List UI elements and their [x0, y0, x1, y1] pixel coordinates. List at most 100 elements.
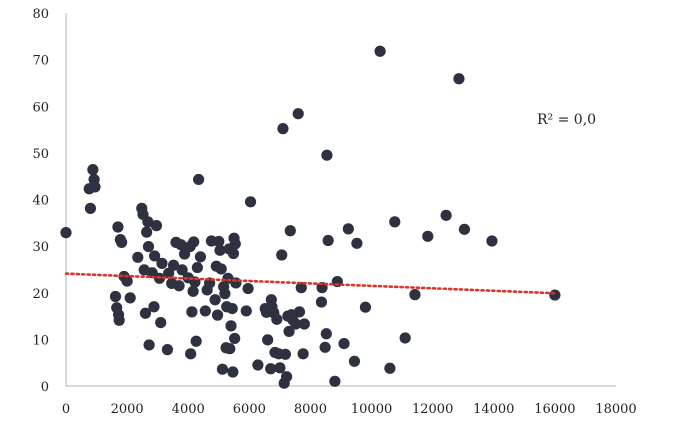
r-squared-annotation: R² = 0,0 — [537, 112, 596, 128]
data-point — [155, 316, 167, 329]
data-point — [359, 301, 372, 313]
data-point — [329, 375, 341, 387]
data-point — [161, 344, 174, 356]
x-tick-label: 12000 — [412, 402, 453, 417]
data-point — [148, 301, 160, 313]
x-tick-label: 0 — [62, 402, 70, 417]
x-tick-label: 10000 — [351, 402, 392, 417]
y-tick-label: 70 — [32, 54, 49, 69]
y-tick-label: 10 — [32, 333, 49, 348]
data-point — [227, 247, 240, 260]
data-point — [549, 289, 561, 301]
data-point — [281, 371, 293, 383]
data-point — [242, 282, 254, 295]
data-point — [227, 366, 239, 378]
x-tick-label: 14000 — [473, 402, 514, 417]
tick-labels-group: 0 2000 4000 6000 8000 10000 12000 14000 16000 180… — [32, 7, 636, 417]
data-points-group — [60, 45, 561, 389]
y-tick-label: 80 — [32, 7, 49, 22]
data-point — [109, 290, 122, 303]
data-point — [293, 306, 306, 318]
data-point — [60, 227, 72, 239]
data-point — [297, 348, 309, 360]
data-point — [486, 235, 498, 247]
data-point — [279, 348, 291, 360]
data-point — [87, 164, 99, 176]
data-point — [244, 196, 257, 208]
y-tick-label: 0 — [41, 380, 49, 395]
data-point — [226, 303, 238, 315]
data-point — [142, 240, 155, 253]
trendline — [64, 272, 557, 295]
data-point — [277, 123, 289, 135]
data-point — [399, 332, 411, 344]
data-point — [320, 328, 332, 340]
x-tick-label: 6000 — [233, 402, 266, 417]
data-point — [229, 238, 241, 250]
data-point — [209, 294, 221, 306]
data-point — [84, 202, 97, 214]
data-point — [185, 348, 197, 360]
data-point — [143, 339, 155, 351]
data-point — [194, 251, 207, 263]
data-point — [173, 280, 185, 292]
data-point — [265, 363, 277, 375]
data-point — [199, 305, 211, 317]
y-tick-label: 60 — [32, 100, 49, 115]
data-point — [322, 234, 334, 247]
data-point — [193, 173, 205, 186]
data-point — [319, 341, 331, 353]
data-point — [240, 305, 252, 317]
x-tick-label: 2000 — [111, 402, 144, 417]
data-point — [191, 261, 203, 274]
data-point — [295, 282, 307, 294]
data-point — [276, 249, 288, 261]
axes-group — [65, 13, 616, 387]
data-point — [187, 285, 199, 297]
data-point — [190, 335, 202, 347]
data-point — [167, 259, 180, 271]
data-point — [142, 216, 154, 228]
data-point — [384, 362, 396, 374]
data-point — [290, 318, 302, 330]
data-point — [321, 149, 333, 161]
data-point — [338, 337, 350, 350]
data-point — [262, 334, 274, 346]
data-point — [225, 320, 237, 332]
data-point — [230, 277, 242, 289]
data-point — [213, 235, 225, 248]
data-point — [342, 223, 354, 235]
data-point — [409, 289, 421, 301]
data-point — [175, 239, 187, 251]
data-point — [116, 236, 128, 248]
data-point — [292, 108, 304, 120]
x-tick-label: 8000 — [294, 402, 327, 417]
data-point — [156, 257, 168, 269]
data-point — [252, 359, 264, 371]
data-point — [176, 264, 188, 276]
data-point — [113, 314, 125, 326]
data-point — [124, 292, 136, 304]
trendline-group — [64, 272, 557, 295]
data-point — [132, 251, 144, 263]
data-point — [348, 355, 361, 367]
data-point — [389, 216, 401, 228]
data-point — [229, 332, 241, 345]
data-point — [188, 236, 200, 248]
x-tick-label: 18000 — [595, 402, 636, 417]
data-point — [284, 225, 296, 237]
data-point — [224, 343, 236, 355]
data-point — [186, 306, 198, 318]
data-point — [283, 325, 295, 338]
data-point — [149, 250, 161, 262]
data-point — [89, 181, 101, 193]
data-point — [141, 226, 153, 238]
y-tick-label: 40 — [32, 194, 49, 209]
data-point — [453, 73, 465, 85]
data-point — [121, 275, 133, 287]
data-point — [150, 220, 163, 232]
data-point — [214, 244, 226, 256]
data-point — [139, 307, 152, 319]
